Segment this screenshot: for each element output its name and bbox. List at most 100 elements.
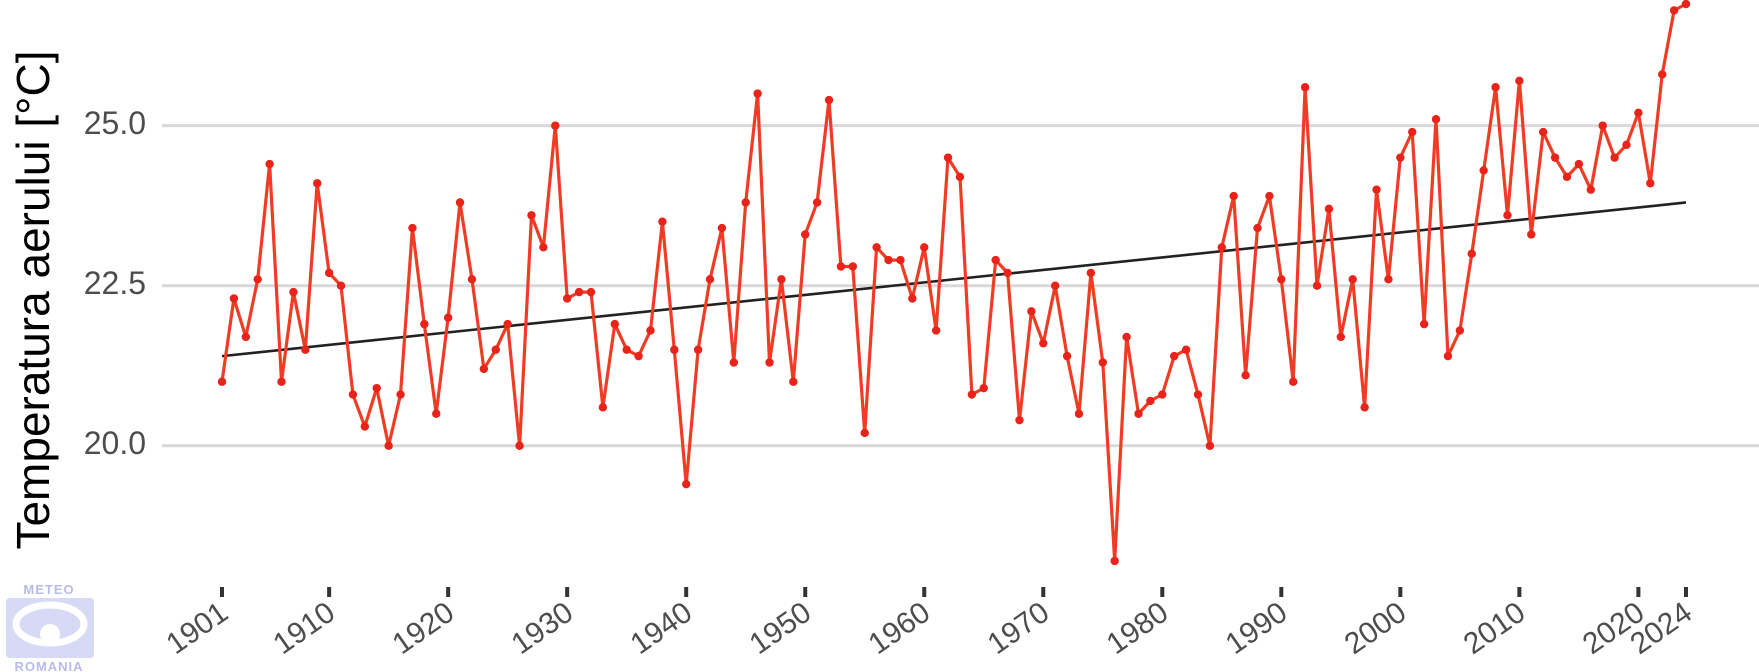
data-point	[610, 319, 619, 329]
data-point	[1657, 70, 1667, 79]
data-point	[515, 441, 524, 450]
data-point	[598, 403, 608, 412]
data-point	[1205, 441, 1215, 450]
data-point	[1181, 345, 1191, 354]
data-point	[1062, 351, 1072, 361]
y-tick-label: 20.0	[84, 425, 146, 461]
data-point	[455, 198, 465, 207]
data-point	[658, 217, 667, 226]
data-point	[574, 287, 584, 297]
data-point	[503, 319, 512, 329]
data-point	[753, 89, 762, 98]
y-tick-label: 22.5	[84, 265, 146, 301]
data-point	[824, 95, 834, 105]
data-point	[1134, 409, 1143, 418]
data-point	[705, 275, 715, 284]
data-point	[1681, 0, 1691, 9]
data-point	[467, 275, 477, 284]
data-point	[1253, 223, 1262, 233]
data-point	[1324, 204, 1334, 214]
data-point	[443, 313, 453, 322]
data-point	[313, 179, 322, 188]
x-tick-label: 1970	[982, 596, 1056, 661]
data-point	[384, 441, 393, 450]
data-point	[1169, 351, 1179, 361]
data-point	[1550, 153, 1560, 162]
data-point	[1050, 281, 1060, 290]
y-tick-labels: 20.0 22.5 25.0	[84, 105, 146, 461]
data-point	[1348, 275, 1357, 284]
y-axis-label: Temperatura aerului [°C]	[7, 50, 59, 549]
gridlines	[162, 124, 1759, 448]
data-point	[586, 287, 596, 297]
data-point	[539, 243, 548, 252]
x-tick-label: 1920	[387, 596, 461, 661]
data-point	[1538, 127, 1548, 137]
data-series	[217, 0, 1691, 566]
data-point	[229, 294, 239, 303]
data-point	[1646, 179, 1655, 188]
x-tick-label: 2010	[1458, 596, 1532, 661]
data-point	[1419, 319, 1429, 329]
data-point	[491, 345, 500, 354]
data-point	[217, 377, 227, 386]
data-point	[348, 390, 358, 399]
data-point	[1336, 332, 1346, 342]
data-point	[1146, 396, 1155, 406]
data-point	[681, 479, 691, 489]
meteo-romania-logo: METEO ROMANIA	[6, 582, 94, 672]
data-point	[646, 326, 655, 335]
data-point	[1610, 153, 1619, 162]
data-point	[420, 319, 429, 329]
data-point	[920, 243, 929, 252]
data-point	[1491, 83, 1500, 92]
data-point	[836, 262, 846, 271]
data-point	[1360, 403, 1369, 412]
data-point	[372, 383, 381, 393]
data-point	[1027, 307, 1036, 316]
data-point	[1015, 415, 1024, 425]
data-point	[1229, 191, 1238, 201]
data-point	[1241, 371, 1250, 380]
data-point	[1372, 185, 1381, 194]
data-point	[634, 351, 643, 361]
data-point	[931, 326, 941, 335]
x-tick-label: 1910	[268, 596, 342, 661]
data-point	[408, 223, 417, 233]
data-point	[562, 294, 572, 303]
x-tick-label: 1960	[863, 596, 937, 661]
data-point	[1431, 115, 1441, 124]
data-point	[967, 390, 977, 399]
data-point	[1598, 121, 1607, 130]
data-point	[1039, 339, 1048, 348]
data-point	[1669, 6, 1679, 15]
data-point	[943, 153, 953, 162]
x-tick-label: 1990	[1220, 596, 1294, 661]
data-point	[801, 230, 810, 239]
data-point	[729, 358, 739, 367]
data-point	[479, 364, 489, 374]
data-point	[848, 262, 858, 271]
x-tick-label: 1980	[1101, 596, 1175, 661]
data-point	[884, 255, 893, 265]
data-point	[1574, 159, 1584, 169]
data-point	[1074, 409, 1084, 418]
logo-text-bottom: ROMANIA	[14, 659, 83, 672]
data-point	[812, 198, 822, 207]
data-point	[253, 275, 262, 284]
data-point	[860, 428, 869, 438]
data-point	[1455, 326, 1465, 335]
data-point	[301, 345, 310, 354]
series-line	[220, 2, 1687, 563]
data-point	[1562, 172, 1572, 182]
data-point	[1300, 83, 1310, 92]
data-point	[1217, 243, 1227, 252]
data-point	[717, 223, 727, 233]
logo-text-top: METEO	[23, 582, 74, 597]
data-point	[396, 390, 405, 399]
x-tick-label: 1940	[625, 596, 699, 661]
data-point	[622, 345, 631, 354]
data-point	[872, 243, 881, 252]
data-point	[324, 268, 334, 278]
data-point	[1312, 281, 1322, 290]
